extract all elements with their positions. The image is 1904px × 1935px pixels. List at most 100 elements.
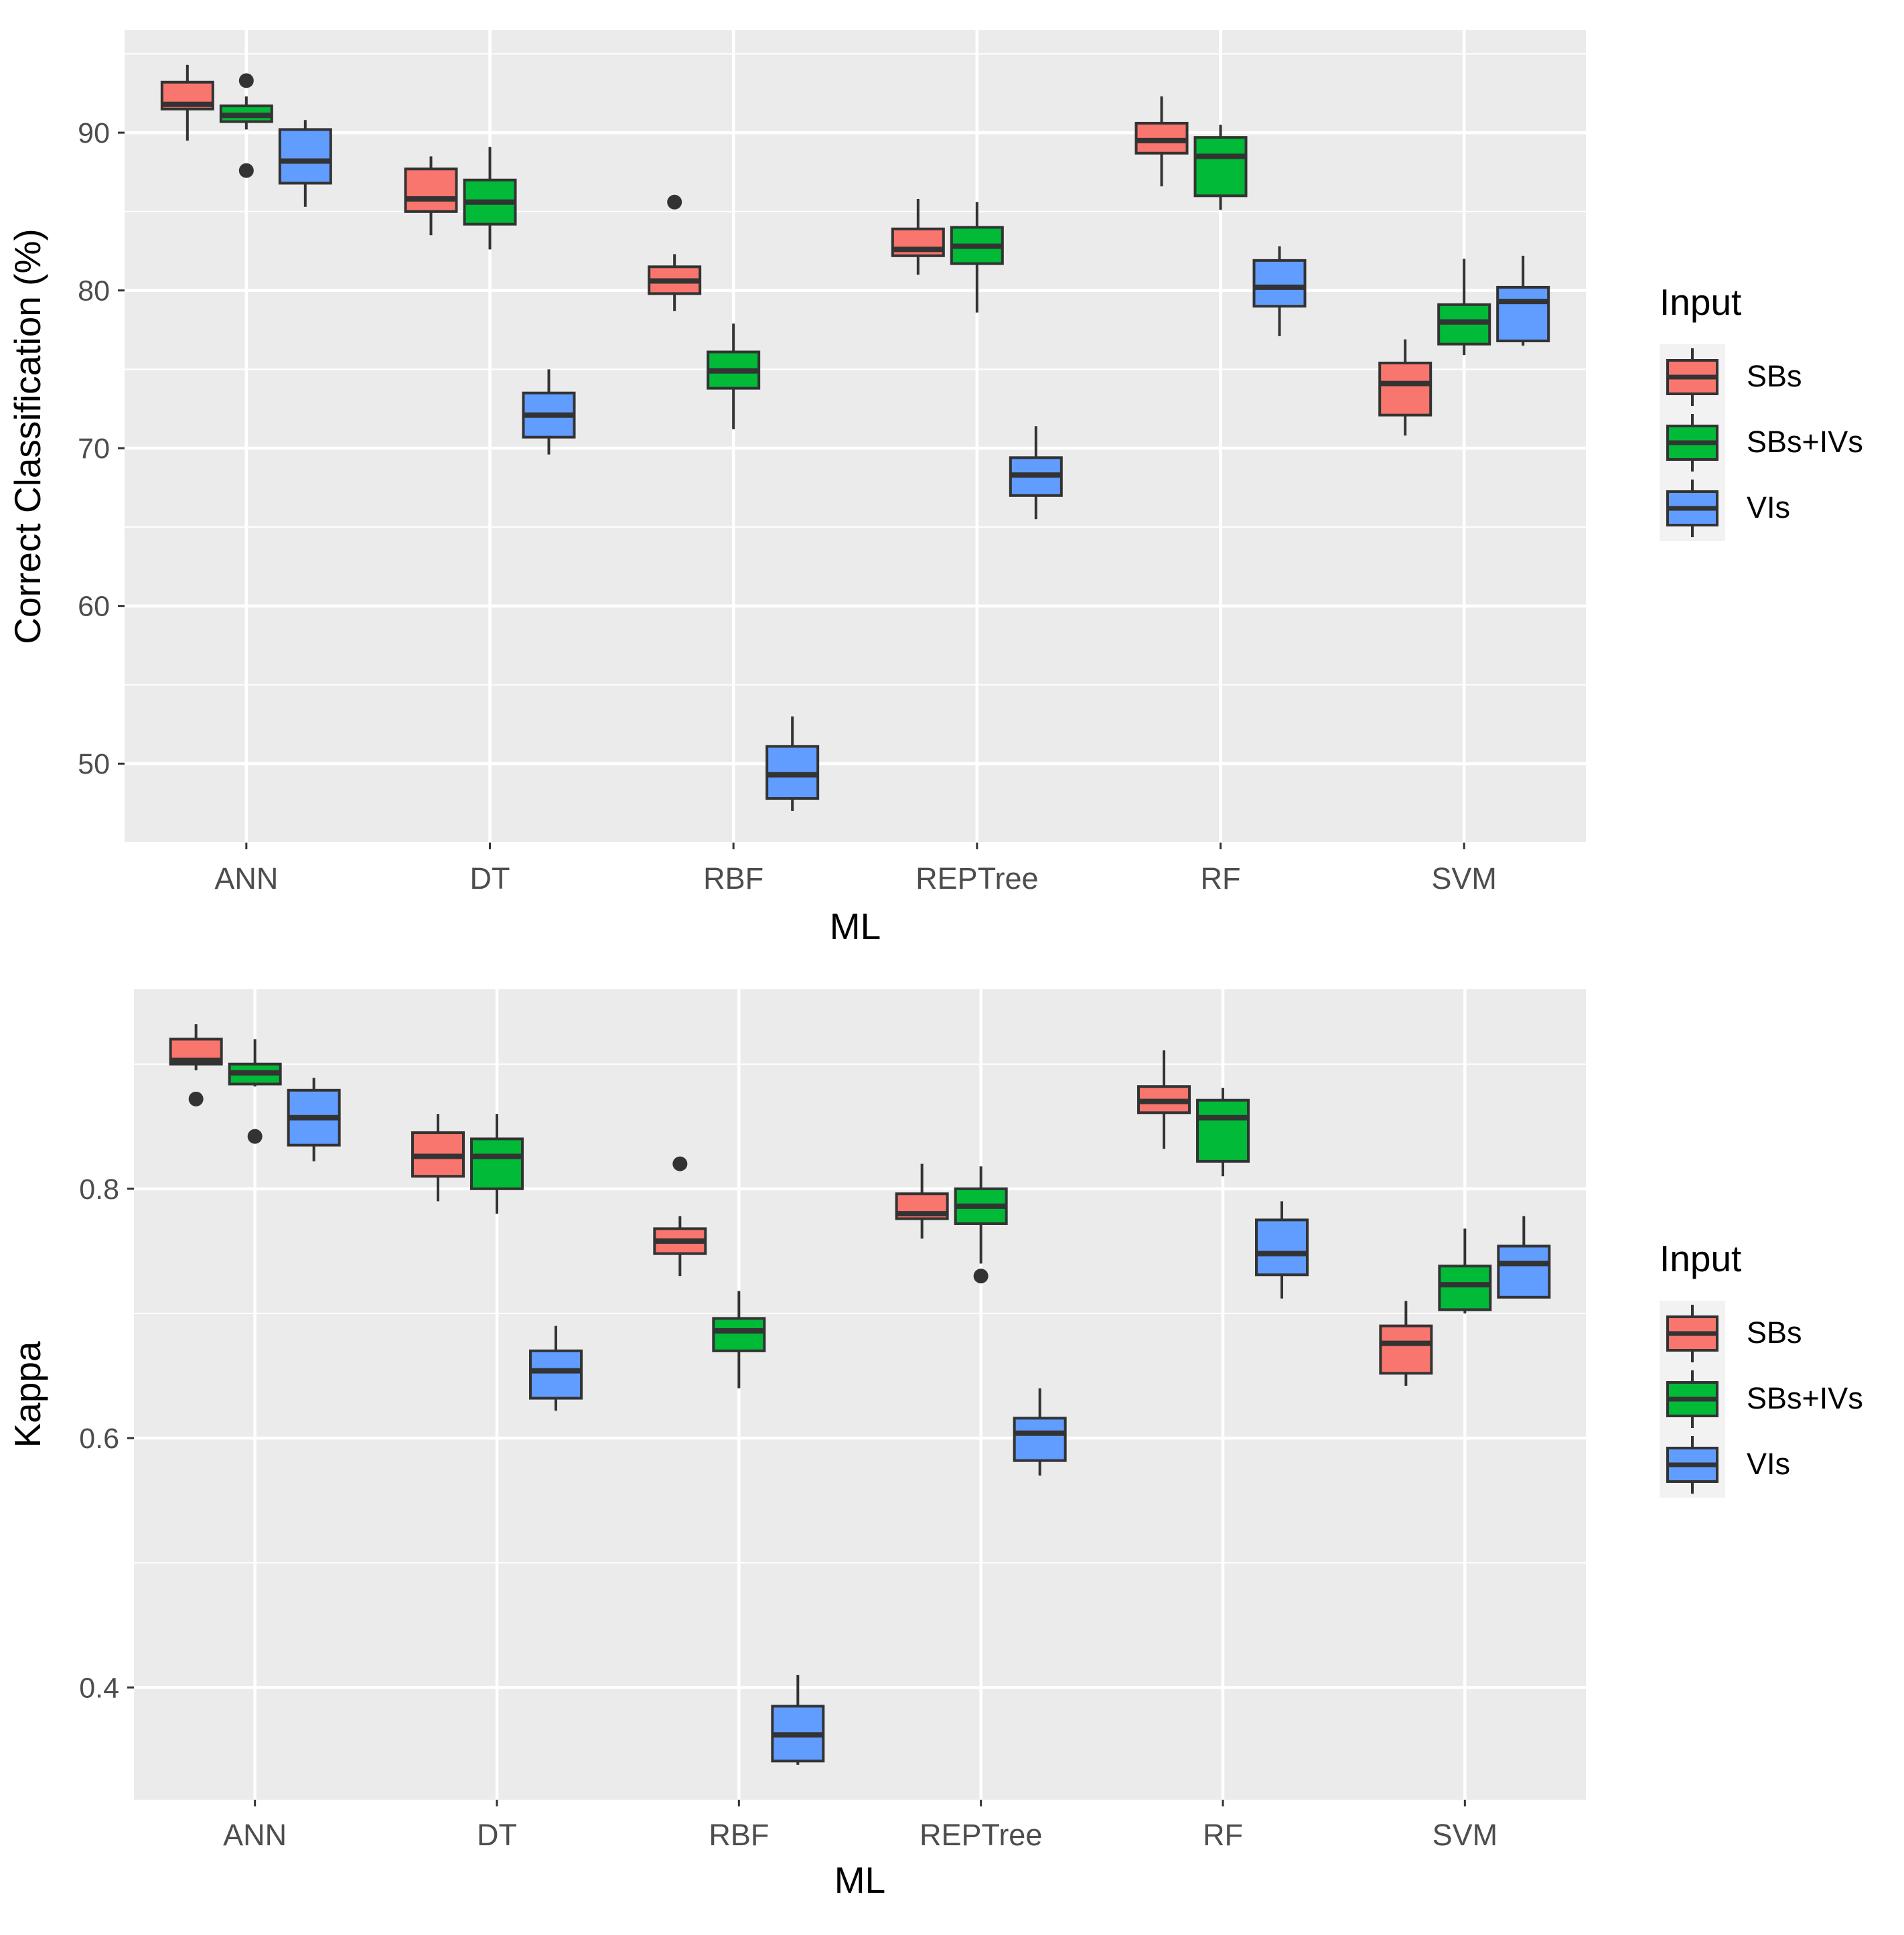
- box-SBs+IVs-REPTree: [950, 202, 1004, 313]
- box-SBs-RBF: [653, 1156, 707, 1277]
- box-SBs-REPTree: [891, 199, 945, 275]
- box-SBs-SVM: [1379, 1301, 1433, 1386]
- y-tick-label: 80: [78, 275, 110, 307]
- box-VIs-RBF: [765, 716, 820, 811]
- box-iqr: [712, 1317, 766, 1352]
- box-SBs-RF: [1137, 1050, 1191, 1149]
- box-SBs+IVs-DT: [463, 147, 517, 250]
- box-SBs+IVs-SVM: [1438, 1228, 1492, 1313]
- outlier-point: [238, 73, 254, 88]
- legend-key-VIs: [1660, 1432, 1725, 1498]
- outlier-point: [973, 1269, 988, 1284]
- y-tick-label: 60: [78, 591, 110, 623]
- box-SBs-DT: [404, 156, 458, 236]
- box-VIs-SVM: [1497, 1216, 1551, 1299]
- box-iqr: [1379, 1324, 1433, 1375]
- box-VIs-REPTree: [1013, 1388, 1067, 1476]
- box-iqr: [470, 1137, 524, 1190]
- x-tick-label: REPTree: [920, 1818, 1042, 1852]
- legend-key-SBs+IVs: [1660, 1366, 1725, 1432]
- plot-background: [134, 989, 1586, 1800]
- legend: Input SBs SBs+IVs VIs: [1660, 1238, 1863, 1498]
- box-SBs-RF: [1134, 96, 1189, 187]
- y-tick-label: 0.6: [79, 1423, 119, 1455]
- box-VIs-RF: [1252, 246, 1307, 336]
- box-iqr: [1013, 1417, 1067, 1462]
- box-SBs-ANN: [169, 1024, 223, 1106]
- box-SBs+IVs-REPTree: [954, 1166, 1008, 1284]
- box-iqr: [278, 128, 332, 185]
- box-SBs-ANN: [160, 64, 214, 141]
- x-tick-label: RF: [1203, 1818, 1243, 1852]
- box-iqr: [1252, 259, 1307, 308]
- outlier-point: [238, 163, 254, 178]
- x-axis-title: ML: [830, 906, 881, 947]
- box-VIs-ANN: [287, 1078, 341, 1161]
- x-tick-label: SVM: [1433, 1818, 1498, 1852]
- box-iqr: [404, 167, 458, 213]
- legend-label: VIs: [1747, 1447, 1790, 1481]
- box-SBs-REPTree: [895, 1163, 949, 1239]
- box-VIs-RF: [1255, 1201, 1309, 1299]
- outlier-point: [247, 1129, 263, 1144]
- box-VIs-DT: [522, 369, 576, 455]
- box-iqr: [1196, 1098, 1250, 1163]
- x-tick-label: DT: [477, 1818, 517, 1852]
- box-iqr: [1497, 1244, 1551, 1299]
- box-iqr: [1496, 285, 1550, 343]
- legend-label: SBs: [1747, 1315, 1802, 1350]
- box-SBs-SVM: [1378, 339, 1433, 436]
- box-SBs+IVs-SVM: [1437, 259, 1491, 356]
- legend-label: SBs+IVs: [1747, 1381, 1863, 1415]
- legend-key-VIs: [1660, 476, 1725, 541]
- plot-background: [125, 30, 1586, 843]
- box-iqr: [1255, 1218, 1309, 1277]
- y-tick-label: 0.8: [79, 1173, 119, 1206]
- box-iqr: [1438, 1265, 1492, 1311]
- box-SBs+IVs-ANN: [228, 1039, 282, 1144]
- legend-title: Input: [1660, 281, 1741, 323]
- x-tick-label: RF: [1201, 861, 1241, 895]
- y-tick-label: 0.4: [79, 1672, 119, 1704]
- legend-label: SBs: [1747, 359, 1802, 393]
- x-tick-label: RBF: [703, 861, 763, 895]
- legend-key-SBs: [1660, 1301, 1725, 1366]
- y-tick-label: 70: [78, 433, 110, 465]
- x-tick-label: ANN: [214, 861, 278, 895]
- legend-label: SBs+IVs: [1747, 425, 1863, 459]
- box-VIs-RBF: [771, 1674, 825, 1765]
- box-SBs+IVs-RBF: [712, 1291, 766, 1388]
- box-iqr: [529, 1349, 583, 1400]
- x-tick-label: REPTree: [916, 861, 1038, 895]
- x-tick-label: RBF: [709, 1818, 769, 1852]
- outlier-point: [672, 1156, 688, 1171]
- box-SBs-DT: [411, 1114, 465, 1202]
- x-tick-label: DT: [470, 861, 510, 895]
- box-VIs-REPTree: [1009, 426, 1063, 520]
- chart-panel-1: 50 60 70 80 90 ANN DT RBF REPTree RF SVM ML Correct …: [7, 30, 1863, 947]
- box-SBs+IVs-ANN: [219, 73, 273, 178]
- chart-panel-2: 0.4 0.6 0.8 ANN DT RBF REPTree RF SVM ML Kappa Inpu…: [7, 989, 1863, 1901]
- box-iqr: [1193, 136, 1248, 198]
- outlier-point: [667, 194, 682, 210]
- box-SBs+IVs-RF: [1196, 1088, 1250, 1177]
- outlier-point: [188, 1091, 204, 1106]
- y-tick-label: 90: [78, 117, 110, 149]
- box-SBs+IVs-RF: [1193, 125, 1248, 210]
- x-axis-title: ML: [834, 1859, 885, 1901]
- legend-key-SBs+IVs: [1660, 410, 1725, 476]
- legend: Input SBs SBs+IVs VIs: [1660, 281, 1863, 541]
- box-SBs-RBF: [648, 194, 702, 311]
- box-VIs-ANN: [278, 120, 332, 207]
- x-tick-label: ANN: [223, 1818, 287, 1852]
- legend-key-SBs: [1660, 344, 1725, 410]
- y-axis-title: Correct Classification (%): [7, 228, 48, 644]
- box-VIs-SVM: [1496, 255, 1550, 346]
- x-tick-label: SVM: [1431, 861, 1497, 895]
- box-VIs-DT: [529, 1325, 583, 1411]
- y-tick-label: 50: [78, 748, 110, 780]
- legend-label: VIs: [1747, 490, 1790, 524]
- box-SBs+IVs-RBF: [707, 324, 761, 429]
- y-axis-title: Kappa: [7, 1341, 48, 1447]
